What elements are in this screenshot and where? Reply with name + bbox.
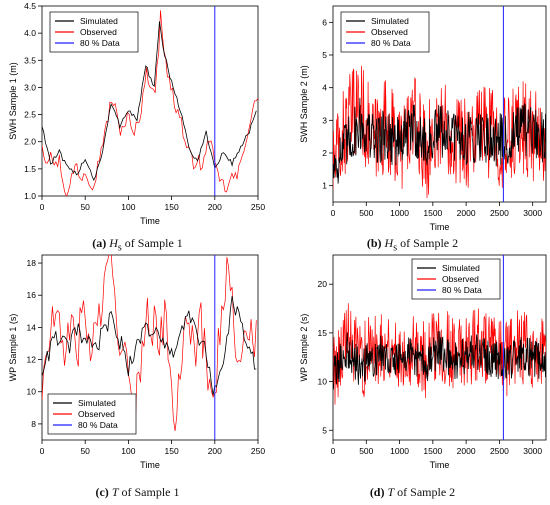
y-tick-label: 20 [318, 279, 328, 289]
y-tick-label: 15 [318, 328, 328, 338]
y-tick-label: 5 [322, 50, 327, 60]
caption-c: (c) T of Sample 1 [95, 485, 180, 499]
x-tick-label: 150 [165, 446, 179, 456]
x-axis-label: Time [430, 222, 450, 232]
x-tick-label: 50 [80, 202, 90, 212]
y-tick-label: 5 [322, 425, 327, 435]
x-tick-label: 0 [331, 446, 336, 456]
legend-label: 80 % Data [371, 38, 411, 48]
x-tick-label: 0 [40, 202, 45, 212]
y-tick-label: 10 [318, 377, 328, 387]
legend-label: Simulated [80, 16, 118, 26]
y-tick-label: 18 [27, 258, 37, 268]
x-axis-label: Time [140, 216, 160, 226]
caption-a: (a) Hs of Sample 1 [92, 236, 183, 254]
y-axis-label: WP Sample 2 (s) [299, 314, 309, 382]
x-tick-label: 200 [208, 446, 222, 456]
plot-frame [41, 5, 259, 197]
x-tick-label: 2000 [457, 208, 476, 218]
x-tick-label: 200 [208, 202, 222, 212]
x-tick-label: 100 [121, 202, 135, 212]
y-tick-label: 1.0 [24, 191, 36, 201]
series-line-observed [42, 10, 258, 196]
y-tick-label: 4 [322, 83, 327, 93]
series-line-simulated [333, 331, 546, 390]
x-axis-label: Time [430, 460, 450, 470]
x-tick-label: 250 [251, 202, 265, 212]
y-tick-label: 12 [27, 355, 37, 365]
y-tick-label: 3.0 [24, 82, 36, 92]
y-axis-label: SWH Sample 1 (m) [8, 62, 18, 140]
legend-label: Simulated [442, 263, 480, 273]
y-tick-label: 14 [27, 322, 37, 332]
legend-label: Observed [442, 274, 479, 284]
x-tick-label: 500 [359, 208, 373, 218]
x-tick-label: 2500 [490, 446, 509, 456]
x-tick-label: 50 [80, 446, 90, 456]
legend-label: 80 % Data [80, 38, 120, 48]
y-axis-label: SWH Sample 2 (m) [299, 65, 309, 143]
y-tick-label: 3 [322, 115, 327, 125]
plot-frame [41, 254, 259, 441]
y-tick-label: 2 [322, 148, 327, 158]
y-axis-label: WP Sample 1 (s) [8, 314, 18, 382]
y-tick-label: 3.5 [24, 55, 36, 65]
panel-1: 0 500 1000 1500 2000 2500 3000 1 2 3 4 5 6 Time SWH Sa… [299, 5, 547, 232]
y-tick-label: 2.5 [24, 110, 36, 120]
panel-2: 0 50 100 150 200 250 8 10 12 14 16 18 Time WP Sample … [8, 254, 265, 470]
series-line-observed [333, 65, 546, 199]
x-tick-label: 3000 [523, 446, 542, 456]
series-line-observed [333, 303, 546, 405]
y-tick-label: 8 [31, 419, 36, 429]
series-line-simulated [42, 21, 257, 181]
y-tick-label: 6 [322, 17, 327, 27]
x-tick-label: 0 [40, 446, 45, 456]
plot-area [333, 6, 546, 202]
plot-area [42, 255, 257, 440]
y-tick-label: 4.5 [24, 1, 36, 11]
series-line-simulated [42, 295, 257, 396]
plot-frame [332, 5, 547, 203]
legend-label: 80 % Data [442, 285, 482, 295]
caption-d: (d) T of Sample 2 [369, 485, 456, 499]
x-tick-label: 150 [165, 202, 179, 212]
series-line-simulated [333, 97, 546, 184]
x-tick-label: 2000 [457, 446, 476, 456]
x-tick-label: 250 [251, 446, 265, 456]
caption-b: (b) Hs of Sample 2 [366, 236, 459, 254]
x-tick-label: 0 [331, 208, 336, 218]
x-tick-label: 1500 [423, 208, 442, 218]
x-tick-label: 100 [121, 446, 135, 456]
legend-label: Observed [80, 27, 117, 37]
x-tick-label: 3000 [523, 208, 542, 218]
y-tick-label: 2.0 [24, 137, 36, 147]
x-axis-label: Time [140, 460, 160, 470]
x-tick-label: 1000 [390, 208, 409, 218]
legend-label: Simulated [78, 398, 116, 408]
x-tick-label: 2500 [490, 208, 509, 218]
y-tick-label: 4.0 [24, 28, 36, 38]
x-tick-label: 500 [359, 446, 373, 456]
legend-label: 80 % Data [78, 420, 118, 430]
y-tick-label: 1.5 [24, 164, 36, 174]
legend-label: Observed [78, 409, 115, 419]
panel-3: 0 500 1000 1500 2000 2500 3000 5 10 15 20 Time WP Sa… [299, 254, 547, 470]
x-tick-label: 1500 [423, 446, 442, 456]
y-tick-label: 16 [27, 290, 37, 300]
y-tick-label: 1 [322, 181, 327, 191]
y-tick-label: 10 [27, 387, 37, 397]
legend-label: Simulated [371, 16, 409, 26]
x-tick-label: 1000 [390, 446, 409, 456]
plot-area [42, 6, 258, 196]
plot-area [333, 255, 546, 440]
legend-label: Observed [371, 27, 408, 37]
panel-0: 0 50 100 150 200 250 1.0 1.5 2.0 2.5 3.0 3.5 4.0 4.5 T… [8, 1, 265, 226]
